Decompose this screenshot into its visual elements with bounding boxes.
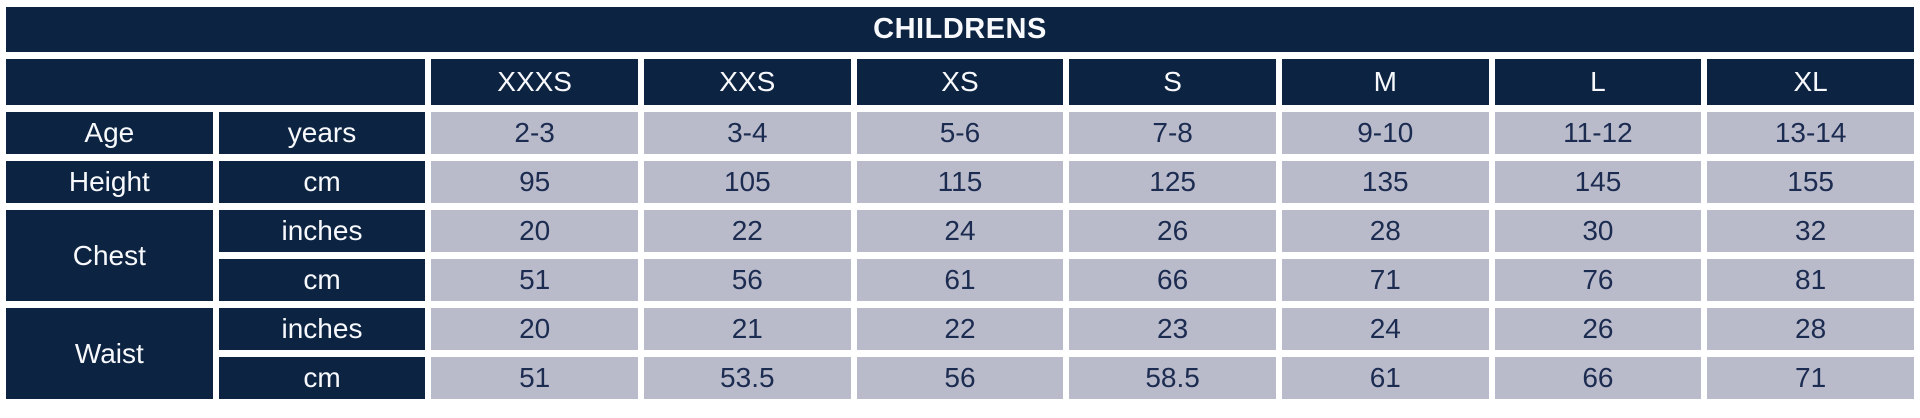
value-cell: 5-6	[856, 112, 1064, 154]
size-header-cell: XXS	[643, 59, 851, 105]
value-cell: 135	[1281, 161, 1489, 203]
value-cell: 21	[643, 308, 851, 350]
value-cell: 61	[856, 259, 1064, 301]
title-row: CHILDRENS	[6, 7, 1914, 52]
unit-cell: cm	[218, 161, 426, 203]
size-chart-table: CHILDRENS XXXS XXS XS S M L XL Age years 2-3 3-4 5…	[6, 7, 1914, 399]
value-cell: 7-8	[1069, 112, 1276, 154]
value-cell: 32	[1707, 210, 1914, 252]
value-cell: 51	[431, 259, 638, 301]
value-cell: 58.5	[1069, 357, 1276, 399]
value-cell: 115	[856, 161, 1064, 203]
value-cell: 2-3	[431, 112, 638, 154]
value-cell: 71	[1281, 259, 1489, 301]
table-body: CHILDRENS XXXS XXS XS S M L XL Age years 2-3 3-4 5…	[6, 7, 1914, 399]
value-cell: 22	[643, 210, 851, 252]
value-cell: 24	[1281, 308, 1489, 350]
value-cell: 24	[856, 210, 1064, 252]
value-cell: 66	[1494, 357, 1702, 399]
measurement-row: Height cm 95 105 115 125 135 145 155	[6, 161, 1914, 203]
unit-cell: cm	[218, 357, 426, 399]
value-cell: 51	[431, 357, 638, 399]
unit-cell: years	[218, 112, 426, 154]
value-cell: 81	[1707, 259, 1914, 301]
size-header-cell: S	[1069, 59, 1276, 105]
value-cell: 26	[1069, 210, 1276, 252]
size-header-cell: XS	[856, 59, 1064, 105]
value-cell: 22	[856, 308, 1064, 350]
value-cell: 125	[1069, 161, 1276, 203]
row-label-cell: Waist	[6, 308, 213, 399]
value-cell: 28	[1281, 210, 1489, 252]
value-cell: 71	[1707, 357, 1914, 399]
value-cell: 56	[856, 357, 1064, 399]
unit-cell: cm	[218, 259, 426, 301]
value-cell: 66	[1069, 259, 1276, 301]
size-header-cell: L	[1494, 59, 1702, 105]
value-cell: 11-12	[1494, 112, 1702, 154]
row-label-cell: Chest	[6, 210, 213, 301]
value-cell: 76	[1494, 259, 1702, 301]
unit-cell: inches	[218, 210, 426, 252]
value-cell: 13-14	[1707, 112, 1914, 154]
measurement-row: Waist inches 20 21 22 23 24 26 28	[6, 308, 1914, 399]
value-cell: 30	[1494, 210, 1702, 252]
size-header-cell: M	[1281, 59, 1489, 105]
row-label-cell: Height	[6, 161, 213, 203]
value-cell: 20	[431, 210, 638, 252]
value-cell: 56	[643, 259, 851, 301]
measurement-row: Chest inches 20 22 24 26 28 30 32	[6, 210, 1914, 301]
chart-title: CHILDRENS	[6, 7, 1914, 52]
unit-cell: inches	[218, 308, 426, 350]
value-cell: 23	[1069, 308, 1276, 350]
measurement-row: Age years 2-3 3-4 5-6 7-8 9-10 11-12 13-14	[6, 112, 1914, 154]
value-cell: 53.5	[643, 357, 851, 399]
value-cell: 20	[431, 308, 638, 350]
value-cell: 95	[431, 161, 638, 203]
size-header-cell: XL	[1707, 59, 1914, 105]
size-header-row: XXXS XXS XS S M L XL	[6, 59, 1914, 105]
value-cell: 61	[1281, 357, 1489, 399]
size-header-cell: XXXS	[431, 59, 638, 105]
value-cell: 26	[1494, 308, 1702, 350]
value-cell: 9-10	[1281, 112, 1489, 154]
measurement-row: cm 51 53.5 56 58.5 61 66 71	[6, 357, 1914, 399]
value-cell: 155	[1707, 161, 1914, 203]
value-cell: 28	[1707, 308, 1914, 350]
row-label-cell: Age	[6, 112, 213, 154]
value-cell: 105	[643, 161, 851, 203]
value-cell: 3-4	[643, 112, 851, 154]
value-cell: 145	[1494, 161, 1702, 203]
corner-spacer-cell	[6, 59, 426, 105]
measurement-row: cm 51 56 61 66 71 76 81	[6, 259, 1914, 301]
